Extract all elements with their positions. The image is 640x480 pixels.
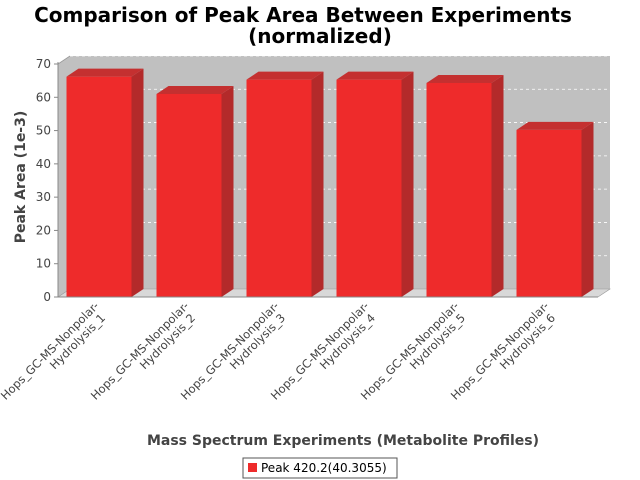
x-category-label-line: Hops_GC-MS-Nonpolar- bbox=[178, 299, 282, 403]
bar-front bbox=[246, 79, 312, 297]
bars bbox=[66, 68, 594, 297]
bar-side bbox=[131, 68, 144, 297]
y-tick-label: 50 bbox=[36, 124, 51, 138]
y-tick-label: 60 bbox=[36, 90, 51, 104]
bar-side bbox=[221, 85, 234, 297]
bar-top bbox=[246, 71, 324, 80]
bar bbox=[246, 71, 324, 297]
bar bbox=[336, 71, 414, 297]
bar bbox=[156, 85, 234, 297]
chart-title-line-1: Comparison of Peak Area Between Experime… bbox=[34, 3, 572, 27]
x-axis-categories: Hops_GC-MS-Nonpolar-Hydrolysis_1Hops_GC-… bbox=[0, 299, 558, 403]
bar-front bbox=[336, 79, 402, 297]
bar-top bbox=[516, 121, 594, 130]
chart-title: Comparison of Peak Area Between Experime… bbox=[34, 3, 572, 48]
legend-entry: Peak 420.2(40.3055) bbox=[261, 461, 387, 475]
y-tick-label: 20 bbox=[36, 223, 51, 237]
legend-box bbox=[242, 457, 398, 479]
bar-front bbox=[426, 82, 492, 297]
bar bbox=[66, 68, 144, 297]
x-category-label-line: Hops_GC-MS-Nonpolar- bbox=[0, 299, 102, 403]
chart-title-line-2: (normalized) bbox=[248, 24, 392, 48]
y-tick-label: 0 bbox=[43, 290, 51, 304]
axes bbox=[57, 62, 598, 298]
legend-swatch bbox=[248, 463, 257, 472]
bar-side bbox=[401, 71, 414, 297]
y-tick-label: 30 bbox=[36, 190, 51, 204]
bar-side bbox=[491, 74, 504, 297]
bar-top bbox=[426, 74, 504, 83]
x-axis-label: Mass Spectrum Experiments (Metabolite Pr… bbox=[147, 433, 539, 449]
x-category-label-line: Hops_GC-MS-Nonpolar- bbox=[448, 299, 552, 403]
bar-front bbox=[156, 93, 222, 297]
bar-front bbox=[516, 129, 582, 297]
plot-corner-edge bbox=[57, 55, 71, 65]
y-tick-label: 70 bbox=[36, 57, 51, 71]
y-axis-ticks: 0 10 20 30 40 50 60 70 bbox=[36, 57, 58, 304]
x-category-label: Hops_GC-MS-Nonpolar-Hydrolysis_6 bbox=[448, 299, 558, 403]
bar-top bbox=[66, 68, 144, 77]
x-category-label-line: Hops_GC-MS-Nonpolar- bbox=[358, 299, 462, 403]
y-tick-label: 10 bbox=[36, 257, 51, 271]
bar-side bbox=[311, 71, 324, 297]
bar bbox=[516, 121, 594, 297]
y-tick-label: 40 bbox=[36, 157, 51, 171]
x-category-label-line: Hops_GC-MS-Nonpolar- bbox=[88, 299, 192, 403]
bar-side bbox=[581, 121, 594, 297]
bar bbox=[426, 74, 504, 297]
y-axis-label: Peak Area (1e-3) bbox=[13, 111, 29, 244]
legend: Peak 420.2(40.3055) bbox=[242, 457, 398, 479]
bar-top bbox=[336, 71, 414, 80]
bar-front bbox=[66, 76, 132, 297]
bar-top bbox=[156, 85, 234, 94]
x-category-label-line: Hops_GC-MS-Nonpolar- bbox=[268, 299, 372, 403]
